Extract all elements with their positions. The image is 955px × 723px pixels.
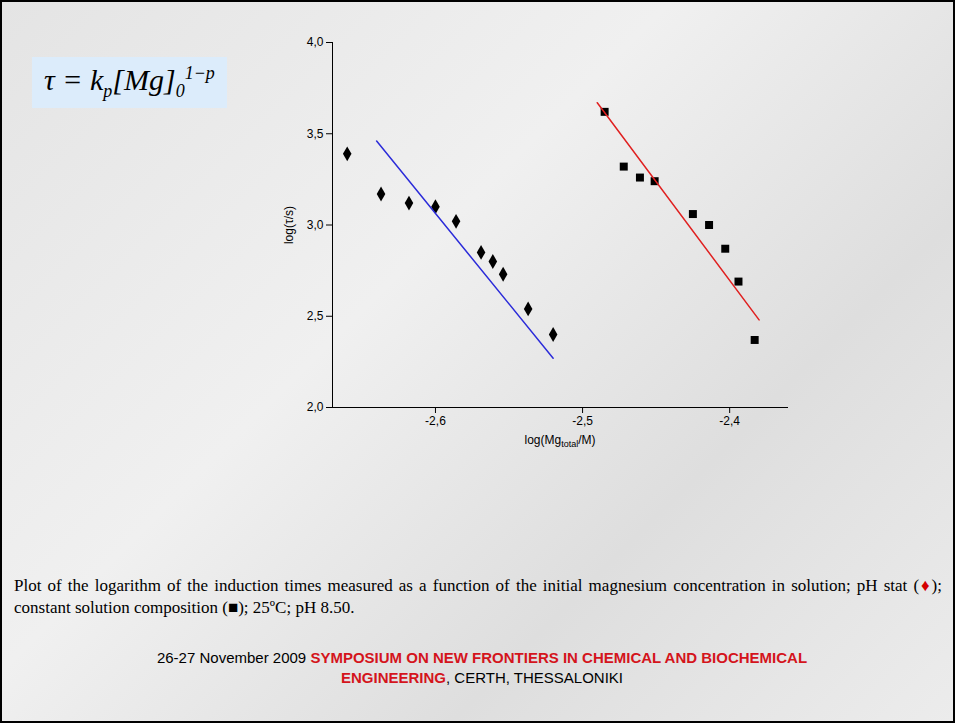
html-text:τ = kp[Mg]0: τ = kp[Mg]0 xyxy=(44,63,185,101)
html-text:log(τ/s): log(τ/s) xyxy=(282,205,296,244)
svg-text:3,5: 3,5 xyxy=(307,127,324,141)
svg-text:4,0: 4,0 xyxy=(307,35,324,49)
svg-text:2,0: 2,0 xyxy=(307,400,324,414)
svg-text:-2,4: -2,4 xyxy=(719,414,740,428)
svg-text:3,0: 3,0 xyxy=(307,218,324,232)
svg-text:-2,6: -2,6 xyxy=(425,414,446,428)
html-text:log(Mgtotal/M): log(Mgtotal/M) xyxy=(524,433,596,450)
html-text:Plot of the logarithm of the i: Plot of the logarithm of the induction t… xyxy=(14,576,942,617)
html-text:1−p: 1−p xyxy=(184,63,215,83)
svg-text:-2,5: -2,5 xyxy=(572,414,593,428)
svg-text:2,5: 2,5 xyxy=(307,309,324,323)
html-text:26-27 November 2009 SYMPOSIUM: 26-27 November 2009 SYMPOSIUM ON NEW FRO… xyxy=(156,649,807,686)
